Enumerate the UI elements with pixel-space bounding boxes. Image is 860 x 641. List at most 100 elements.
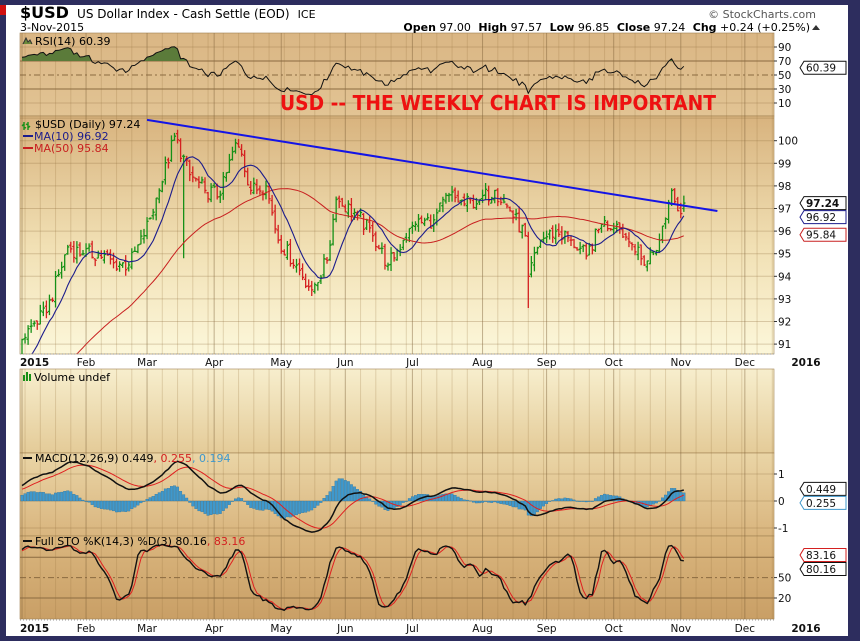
sto-legend: Full STO %K(14,3) %D(3) 80.16, 83.16 bbox=[35, 535, 245, 548]
price-bar bbox=[444, 192, 448, 204]
macd-histogram-bar bbox=[75, 495, 79, 502]
volume-icon bbox=[23, 372, 31, 381]
macd-value-box-frame bbox=[799, 481, 847, 496]
macd-value: MACD(12,26,9) 0.449 bbox=[35, 452, 154, 465]
macd-histogram-bar bbox=[166, 488, 170, 502]
macd-value-box: 0.449 bbox=[799, 481, 847, 496]
macd-histogram-bar bbox=[203, 500, 207, 514]
macd-histogram-bar bbox=[551, 500, 555, 502]
price-bar bbox=[377, 244, 381, 250]
price-bar bbox=[182, 154, 186, 259]
price-bar bbox=[532, 246, 536, 272]
price-axis-label: 92 bbox=[778, 317, 791, 329]
macd-histogram-bar bbox=[368, 498, 372, 502]
security-name: US Dollar Index - Cash Settle (EOD) bbox=[77, 7, 290, 21]
right-value-labels: 60.39 97.24 96.92 95.84 0.449 0.255 83.16 80.16 bbox=[799, 60, 847, 577]
macd-histogram-bar bbox=[105, 500, 109, 510]
price-bar bbox=[66, 244, 70, 255]
rsi-overbought-fill bbox=[22, 46, 684, 61]
price-bar bbox=[633, 243, 637, 256]
rsi-axis-label: 50 bbox=[778, 70, 791, 82]
price-bar bbox=[255, 179, 259, 195]
price-bar bbox=[380, 242, 384, 254]
macd-histogram-bar bbox=[157, 492, 161, 502]
rsi-axis-label: 70 bbox=[778, 56, 791, 68]
macd-histogram-bar bbox=[118, 500, 122, 513]
price-bar bbox=[392, 252, 396, 262]
macd-histogram-bar bbox=[600, 495, 603, 502]
x-axis-label: Mar bbox=[137, 623, 157, 635]
annotation-text: USD -- THE WEEKLY CHART IS IMPORTANT bbox=[280, 91, 716, 115]
macd-histogram-bar bbox=[285, 500, 289, 518]
price-bar bbox=[423, 217, 427, 227]
macd-histogram-bar bbox=[398, 500, 402, 506]
rsi-axis-label: 90 bbox=[778, 42, 791, 54]
macd-histogram-bar bbox=[554, 498, 558, 502]
macd-axis-label: -1 bbox=[778, 523, 788, 535]
macd-histogram-bar bbox=[593, 498, 597, 502]
symbol: $USD bbox=[20, 3, 69, 22]
macd-histogram-bar bbox=[468, 500, 472, 502]
x-axis-label: Oct bbox=[605, 623, 623, 635]
price-axis-label: 99 bbox=[778, 158, 791, 170]
price-bar bbox=[44, 300, 48, 319]
macd-hist-value: , 0.194 bbox=[192, 452, 230, 465]
window-control-icon[interactable] bbox=[0, 5, 6, 15]
macd-histogram-bar bbox=[395, 500, 399, 507]
macd-histogram-bar bbox=[343, 480, 347, 502]
macd-histogram-bar bbox=[163, 488, 167, 502]
chart-title: $USD US Dollar Index - Cash Settle (EOD)… bbox=[20, 3, 316, 22]
macd-histogram-bar bbox=[584, 500, 588, 503]
price-bar bbox=[136, 244, 140, 254]
price-bar bbox=[145, 217, 149, 240]
sto-k-line bbox=[21, 543, 684, 611]
macd-panel bbox=[19, 452, 775, 537]
macd-histogram-bar bbox=[173, 485, 176, 502]
macd-histogram-bar bbox=[410, 496, 414, 502]
price-bar bbox=[325, 256, 329, 264]
macd-legend: MACD(12,26,9) 0.449, 0.255, 0.194 bbox=[35, 452, 231, 465]
macd-histogram-bar bbox=[221, 500, 225, 511]
price-bar bbox=[118, 261, 122, 272]
macd-histogram-bar bbox=[304, 500, 308, 513]
up-arrow-icon bbox=[812, 25, 820, 30]
macd-histogram-bar bbox=[160, 491, 164, 502]
price-bar bbox=[301, 263, 305, 281]
x-axis-label: Oct bbox=[605, 357, 623, 369]
price-bar bbox=[252, 177, 256, 195]
price-bar bbox=[505, 203, 509, 209]
close-value-box-text: 97.24 bbox=[806, 198, 839, 210]
price-bar bbox=[343, 204, 347, 213]
price-bar bbox=[291, 258, 296, 269]
macd-histogram-bar bbox=[487, 500, 491, 503]
x-axis-label: Jun bbox=[336, 357, 353, 369]
macd-histogram-bar bbox=[148, 497, 152, 502]
macd-signal-value-box-text: 0.255 bbox=[806, 498, 836, 510]
price-bar bbox=[60, 261, 64, 279]
macd-histogram-bar bbox=[66, 490, 70, 502]
price-bar bbox=[517, 206, 521, 233]
price-bar bbox=[166, 157, 170, 169]
price-bar bbox=[322, 253, 326, 279]
price-bar bbox=[26, 325, 30, 345]
price-bar bbox=[41, 301, 45, 317]
price-bar bbox=[240, 144, 244, 157]
macd-histogram-bar bbox=[438, 494, 442, 502]
price-bar bbox=[587, 242, 591, 256]
price-bar bbox=[523, 222, 527, 237]
macd-axis-label: 0 bbox=[778, 496, 785, 508]
rsi-layer bbox=[21, 46, 685, 96]
macd-histogram-bar bbox=[227, 500, 231, 505]
macd-histogram-bar bbox=[465, 499, 469, 502]
macd-histogram-bar bbox=[542, 500, 545, 507]
macd-histogram-bar bbox=[499, 500, 503, 504]
x-axis-label: Jun bbox=[336, 623, 353, 635]
macd-histogram-bar bbox=[313, 500, 317, 508]
rsi-axis-label: 30 bbox=[778, 84, 791, 96]
close-value: 97.24 bbox=[654, 21, 686, 34]
price-bar bbox=[127, 262, 131, 272]
price-bar bbox=[203, 177, 207, 194]
macd-histogram-bar bbox=[78, 497, 82, 502]
macd-histogram-bar bbox=[197, 500, 201, 512]
x-axis-label: Mar bbox=[137, 357, 157, 369]
